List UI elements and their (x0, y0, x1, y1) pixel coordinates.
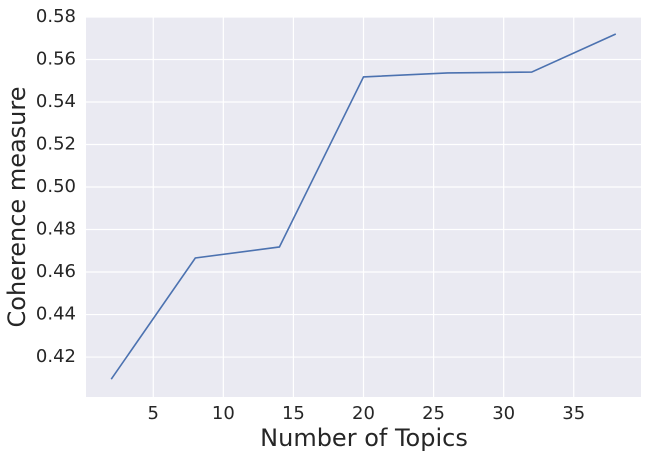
x-tick-label: 15 (282, 403, 305, 424)
line (110, 33, 617, 380)
x-tick-label: 35 (562, 403, 585, 424)
y-tick-label: 0.58 (36, 6, 76, 27)
y-tick-label: 0.42 (36, 346, 76, 367)
y-tick-label: 0.44 (36, 304, 76, 325)
x-tick-label: 25 (422, 403, 445, 424)
y-axis-label: Coherence measure (3, 87, 31, 328)
y-tick-label: 0.48 (36, 219, 76, 240)
y-tick-label: 0.46 (36, 261, 76, 282)
x-axis-label: Number of Topics (260, 424, 468, 452)
x-tick-label: 10 (212, 403, 235, 424)
y-tick-label: 0.54 (36, 91, 76, 112)
y-tick-label: 0.52 (36, 134, 76, 155)
x-tick-label: 30 (492, 403, 515, 424)
y-tick-label: 0.50 (36, 176, 76, 197)
x-tick-label: 20 (352, 403, 375, 424)
y-tick-label: 0.56 (36, 49, 76, 70)
x-tick-label: 5 (148, 403, 159, 424)
